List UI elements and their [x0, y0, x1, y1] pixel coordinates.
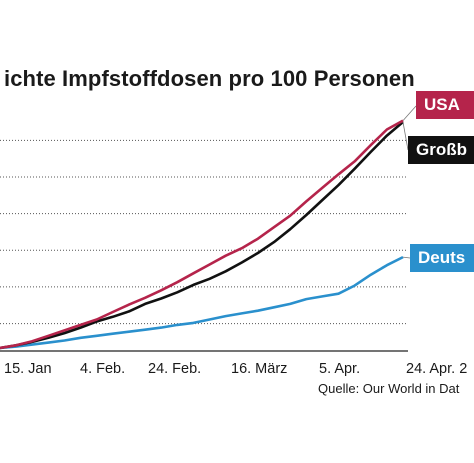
series-line-grobritannien — [0, 121, 404, 350]
label-connector — [402, 105, 417, 121]
series-lines — [0, 105, 417, 350]
x-tick-label: 15. Jan — [4, 361, 52, 377]
series-line-usa — [0, 119, 404, 350]
source-note: Quelle: Our World in Dat — [318, 381, 460, 396]
label-connector — [402, 121, 409, 151]
chart-title: ichte Impfstoffdosen pro 100 Personen — [4, 66, 415, 91]
series-label-gb: Großb — [408, 136, 474, 164]
series-label-usa: USA — [416, 91, 474, 119]
x-tick-label: 24. Apr. 2 — [406, 361, 467, 377]
x-tick-label: 5. Apr. — [319, 361, 360, 377]
series-label-de: Deuts — [410, 244, 474, 272]
x-tick-label: 16. März — [231, 361, 287, 377]
x-tick-label: 4. Feb. — [80, 361, 125, 377]
label-connector — [402, 256, 411, 259]
x-tick-labels: 15. Jan 4. Feb. 24. Feb. 16. März 5. Apr. 24.… — [4, 361, 467, 377]
series-line-deutschland — [0, 255, 404, 350]
grid-lines — [0, 139, 408, 325]
x-tick-label: 24. Feb. — [148, 361, 201, 377]
